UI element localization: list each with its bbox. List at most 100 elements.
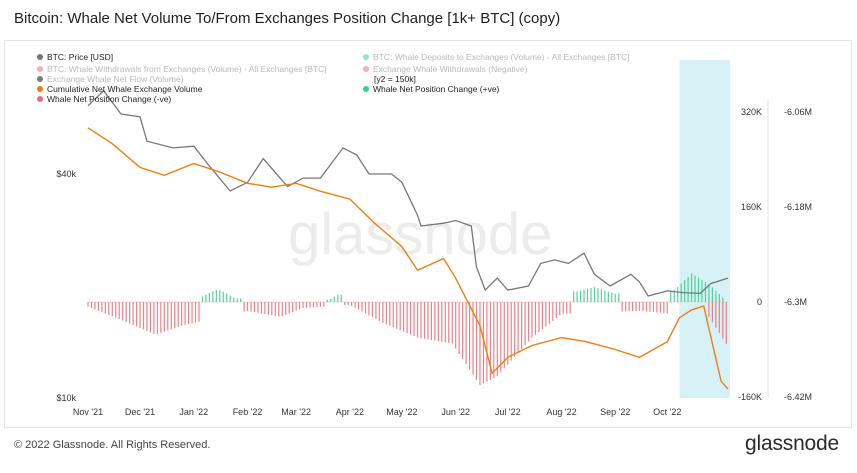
negative-bar <box>344 302 346 306</box>
negative-bar <box>101 302 103 313</box>
negative-bar <box>323 302 325 307</box>
positive-bar <box>614 293 616 302</box>
legend-label[interactable]: Exchange Whale Net Flow (Volume) <box>47 74 184 84</box>
legend-marker[interactable] <box>363 66 369 72</box>
x-tick-label: Sep '22 <box>600 407 630 417</box>
negative-bar <box>125 302 127 323</box>
negative-bar <box>347 302 349 306</box>
negative-bar <box>111 302 113 317</box>
negative-bar <box>115 302 117 318</box>
x-tick-label: Feb '22 <box>233 407 263 417</box>
negative-bar <box>264 302 266 315</box>
negative-bar <box>448 302 450 343</box>
negative-bar <box>500 302 502 373</box>
negative-bar <box>305 302 308 308</box>
positive-bar <box>573 291 575 302</box>
legend-label[interactable]: BTC: Whale Deposits to Exchanges (Volume… <box>373 52 630 62</box>
chart-frame <box>4 40 852 428</box>
x-tick-label: Apr '22 <box>336 407 364 417</box>
cumulative-line[interactable] <box>87 127 729 390</box>
negative-bar <box>465 302 467 365</box>
y-mid-tick-label: 320K <box>741 107 762 117</box>
negative-bar <box>493 302 495 378</box>
legend-label[interactable]: Whale Net Position Change (+ve) <box>373 84 500 94</box>
positive-bar <box>704 282 707 302</box>
negative-bar <box>389 302 391 326</box>
negative-bar <box>538 302 540 333</box>
negative-bar <box>257 302 259 313</box>
legend-label[interactable]: [y2 = 150k] <box>374 74 416 84</box>
negative-bar <box>458 302 460 354</box>
positive-bar <box>583 289 585 302</box>
positive-bar <box>604 290 606 302</box>
negative-bar <box>628 302 630 312</box>
negative-bar <box>278 302 280 317</box>
negative-bar <box>319 302 322 307</box>
positive-bar <box>236 298 238 302</box>
chart-title: Bitcoin: Whale Net Volume To/From Exchan… <box>14 10 561 27</box>
negative-bar <box>177 302 179 327</box>
legend-marker[interactable] <box>363 86 369 92</box>
x-tick-label: Mar '22 <box>281 407 311 417</box>
legend-label[interactable]: BTC: Price [USD] <box>47 52 113 62</box>
negative-bar <box>132 302 134 326</box>
negative-bar <box>430 302 433 340</box>
negative-bar <box>649 302 651 312</box>
negative-bar <box>135 302 138 327</box>
legend-marker[interactable] <box>37 66 43 72</box>
positive-bar <box>215 289 217 302</box>
legend-marker[interactable] <box>37 86 43 92</box>
negative-bar <box>527 302 530 342</box>
price-line[interactable] <box>87 89 729 297</box>
positive-bar <box>576 291 578 302</box>
negative-bar <box>271 302 273 316</box>
negative-bar <box>451 302 453 344</box>
positive-bar <box>222 291 224 302</box>
negative-bar <box>652 302 655 313</box>
glassnode-logo: glassnode <box>745 432 839 455</box>
negative-bar <box>198 302 200 322</box>
positive-bar <box>330 298 332 302</box>
negative-bar <box>122 302 124 321</box>
positive-bar <box>219 289 221 302</box>
negative-bar <box>632 302 634 312</box>
positive-bar <box>618 293 620 302</box>
positive-bar <box>597 288 599 302</box>
negative-bar <box>174 302 176 329</box>
negative-bar <box>281 302 283 317</box>
y-right-tick-label: -6.3M <box>784 297 807 307</box>
legend-label[interactable]: BTC: Whale Withdrawals from Exchanges (V… <box>47 64 327 74</box>
negative-bar <box>153 302 155 334</box>
y-left-tick-label: $40k <box>56 169 76 179</box>
negative-bar <box>521 302 523 350</box>
negative-bar <box>167 302 169 331</box>
positive-bar <box>722 297 724 302</box>
legend-label[interactable]: Exchange Whale Withdrawals (Negative) <box>373 64 528 74</box>
negative-bar <box>142 302 145 330</box>
negative-bar <box>666 302 668 314</box>
legend-label[interactable]: Whale Net Position Change (-ve) <box>47 94 171 104</box>
negative-bar <box>354 302 356 308</box>
negative-bar <box>118 302 120 320</box>
positive-bar <box>687 276 689 302</box>
negative-bar <box>635 302 637 312</box>
negative-bar <box>361 302 363 312</box>
negative-bar <box>90 302 93 309</box>
legend-marker[interactable] <box>37 54 43 60</box>
positive-bar <box>333 296 335 302</box>
legend-marker[interactable] <box>37 76 43 82</box>
highlight-band <box>679 60 730 398</box>
x-tick-label: Jun '22 <box>441 407 470 417</box>
negative-bar <box>170 302 172 330</box>
negative-bar <box>462 302 464 360</box>
positive-bar <box>240 298 242 302</box>
negative-bar <box>645 302 648 312</box>
x-tick-label: Jan '22 <box>179 407 208 417</box>
negative-bar <box>274 302 276 316</box>
legend-marker[interactable] <box>37 96 43 102</box>
negative-bar <box>163 302 165 332</box>
legend-marker[interactable] <box>363 54 369 60</box>
legend-label[interactable]: Cumulative Net Whale Exchange Volume <box>47 84 203 94</box>
negative-bar <box>139 302 141 328</box>
